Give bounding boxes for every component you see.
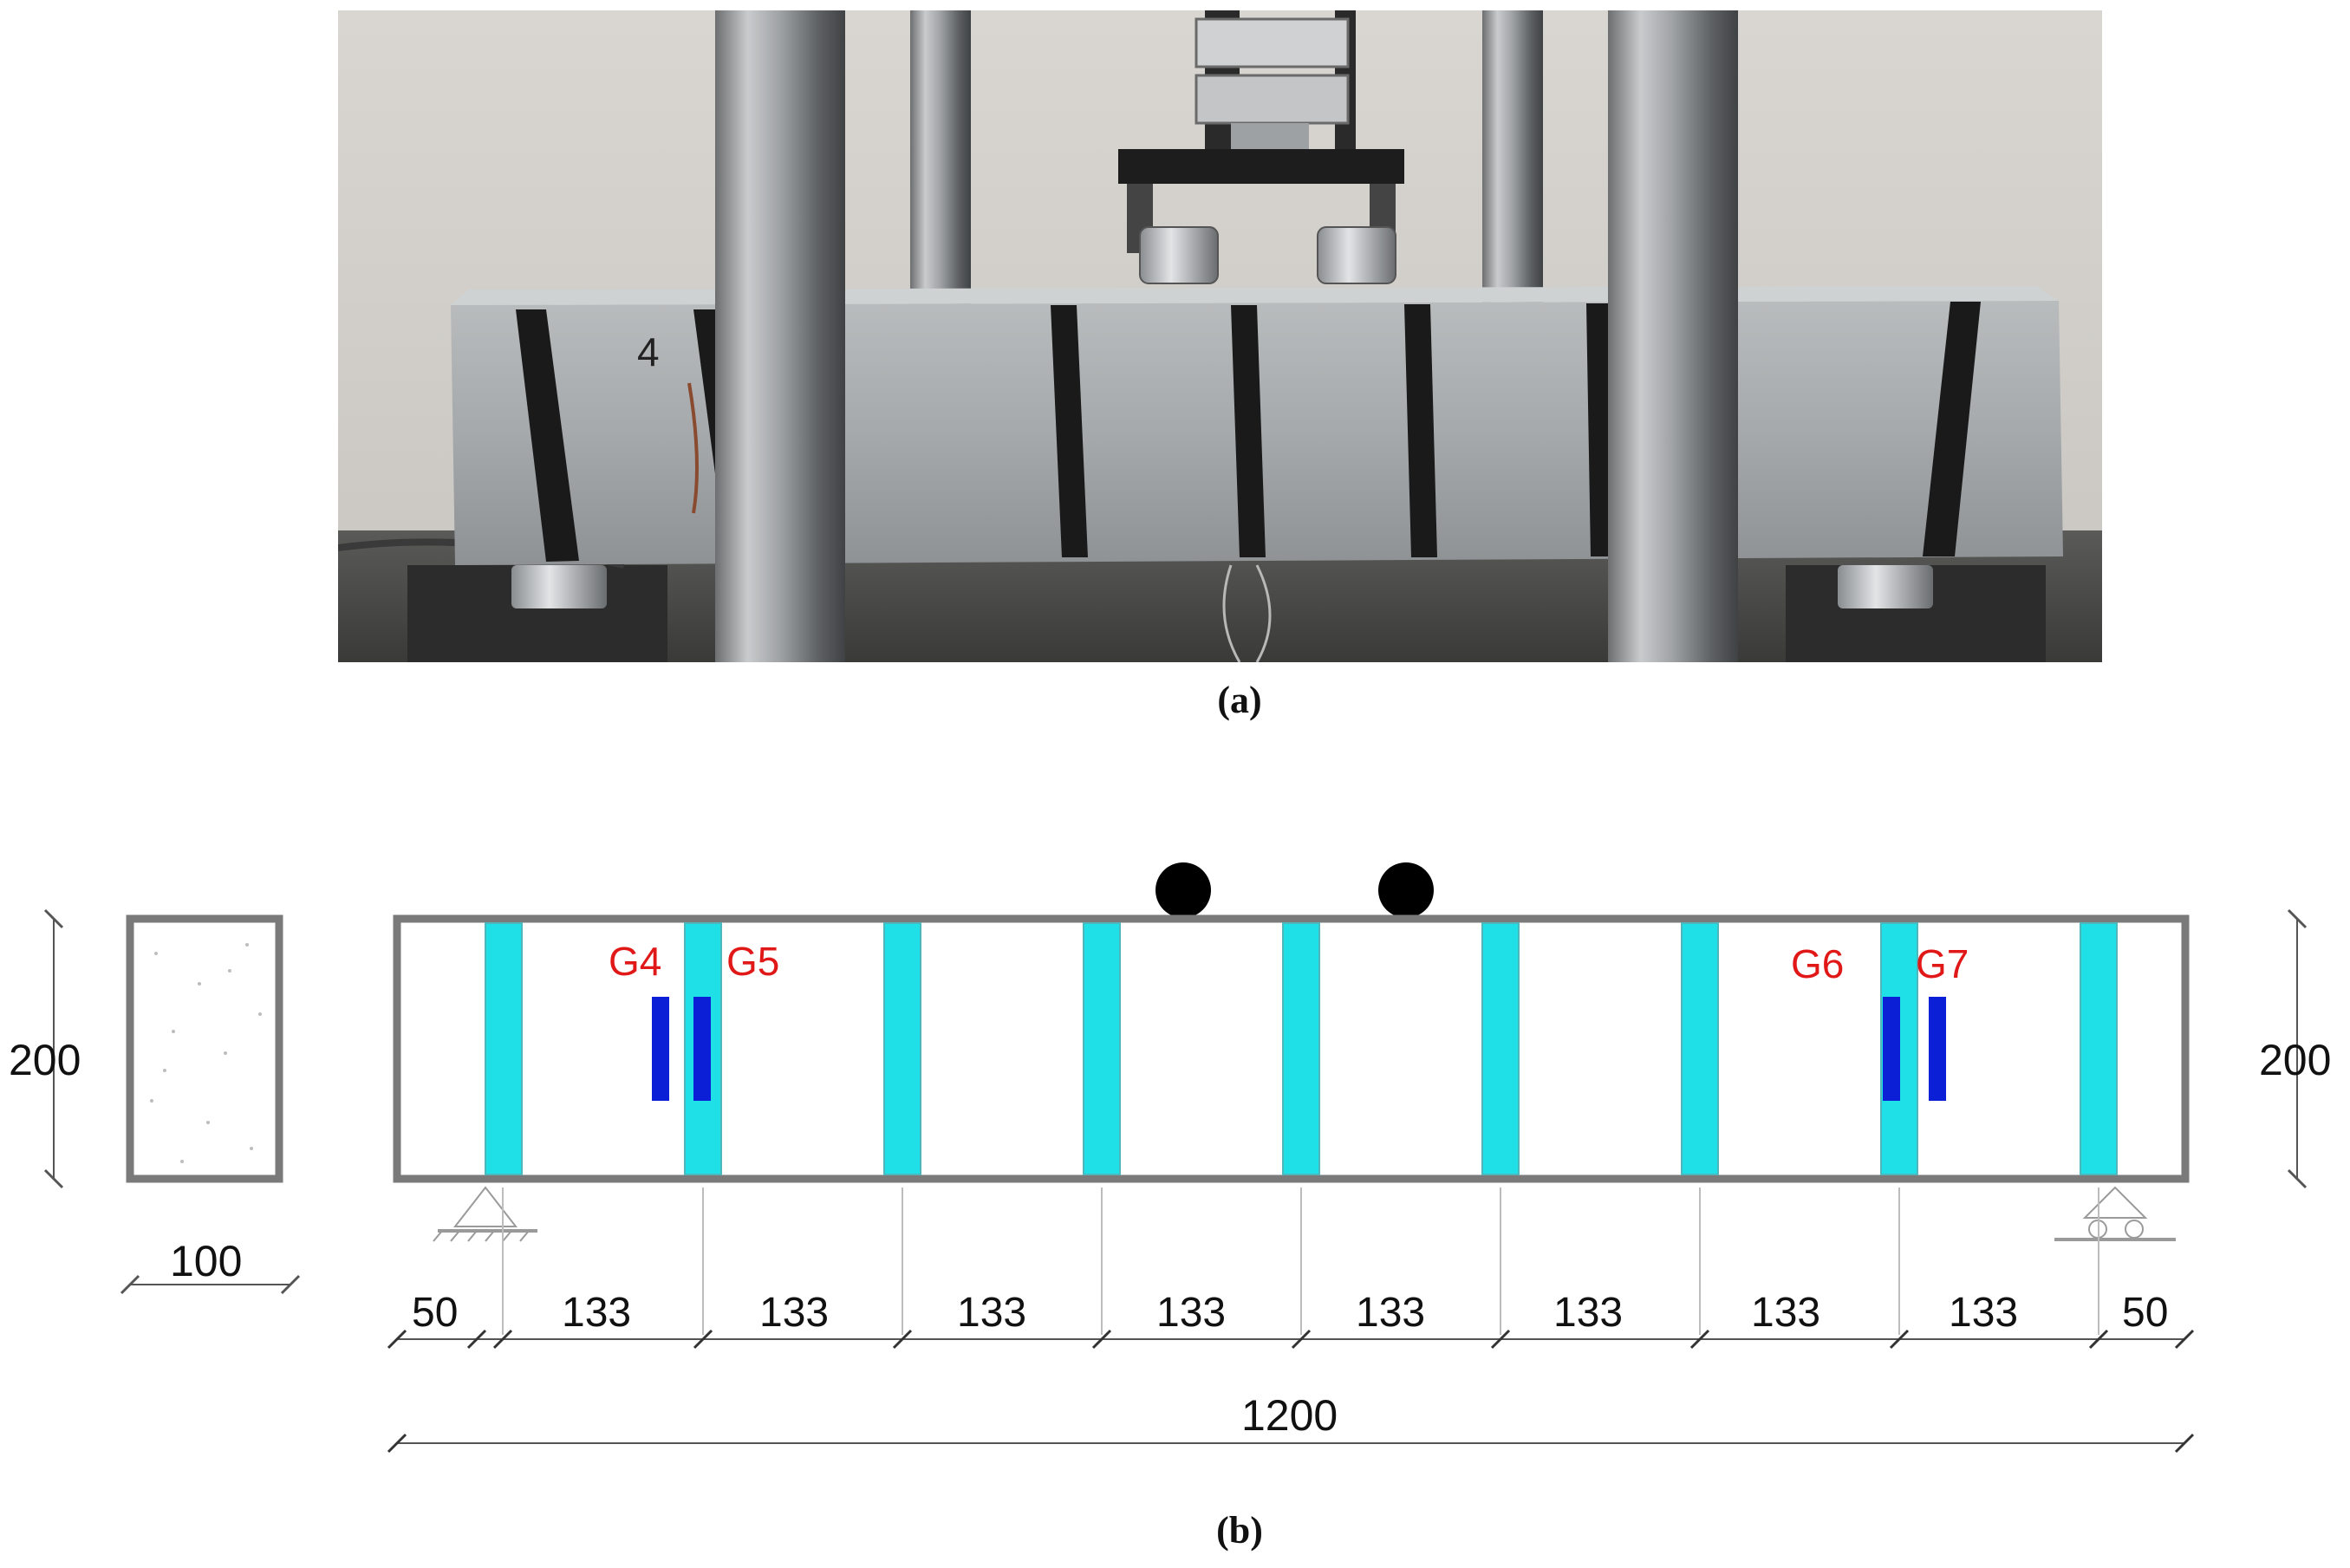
total-length-label: 1200 [1241, 1391, 1338, 1440]
frame-column-right [1608, 10, 1738, 662]
spacing-label: 50 [412, 1290, 458, 1336]
gauge-g4 [652, 997, 669, 1101]
load-point-left [1155, 862, 1211, 918]
spacing-dimension: 50 133 133 133 133 133 133 133 133 50 [387, 1187, 2195, 1350]
gauge-label-g6: G6 [1791, 941, 1844, 986]
spacing-label: 133 [1949, 1290, 2018, 1336]
section-height-label: 200 [9, 1036, 81, 1084]
test-setup-photo: 4 [338, 10, 2102, 662]
total-length-dimension: 1200 [387, 1391, 2195, 1454]
loading-plate [1118, 149, 1404, 184]
caption-a: (a) [1217, 679, 1262, 721]
section-width-label: 100 [170, 1237, 242, 1285]
gauge-g6 [1883, 997, 1900, 1101]
beam-height-label: 200 [2259, 1036, 2331, 1084]
gauge-g7 [1929, 997, 1946, 1101]
gauge-label-g7: G7 [1916, 941, 1969, 986]
support-pin-left [433, 1186, 537, 1242]
spacing-label: 133 [1356, 1290, 1425, 1336]
caption-b: (b) [1216, 1509, 1263, 1552]
cross-section: 200 100 [9, 908, 301, 1295]
spacing-label: 50 [2122, 1290, 2168, 1336]
gauge-g5 [693, 997, 711, 1101]
support-left [511, 565, 607, 608]
gauge-label-g4: G4 [609, 939, 661, 984]
support-right [1838, 565, 1933, 608]
spacing-label: 133 [957, 1290, 1026, 1336]
load-point-right [1378, 862, 1434, 918]
beam-mark: 4 [637, 329, 660, 374]
spacing-label: 133 [1751, 1290, 1820, 1336]
beam-schematic: 200 100 G4 G5 G6 G7 [9, 862, 2331, 1454]
spacing-label: 133 [562, 1290, 631, 1336]
load-roller-left [1139, 226, 1219, 284]
gauge-label-g5: G5 [726, 939, 779, 984]
stirrups [485, 922, 2118, 1175]
load-roller-right [1317, 226, 1396, 284]
spacing-label: 133 [759, 1290, 829, 1336]
spacing-label: 133 [1156, 1290, 1226, 1336]
frame-column-left [715, 10, 845, 662]
beam-elevation: G4 G5 G6 G7 200 [393, 908, 2331, 1189]
support-roller-right [2054, 1186, 2176, 1241]
spacing-label: 133 [1553, 1290, 1623, 1336]
